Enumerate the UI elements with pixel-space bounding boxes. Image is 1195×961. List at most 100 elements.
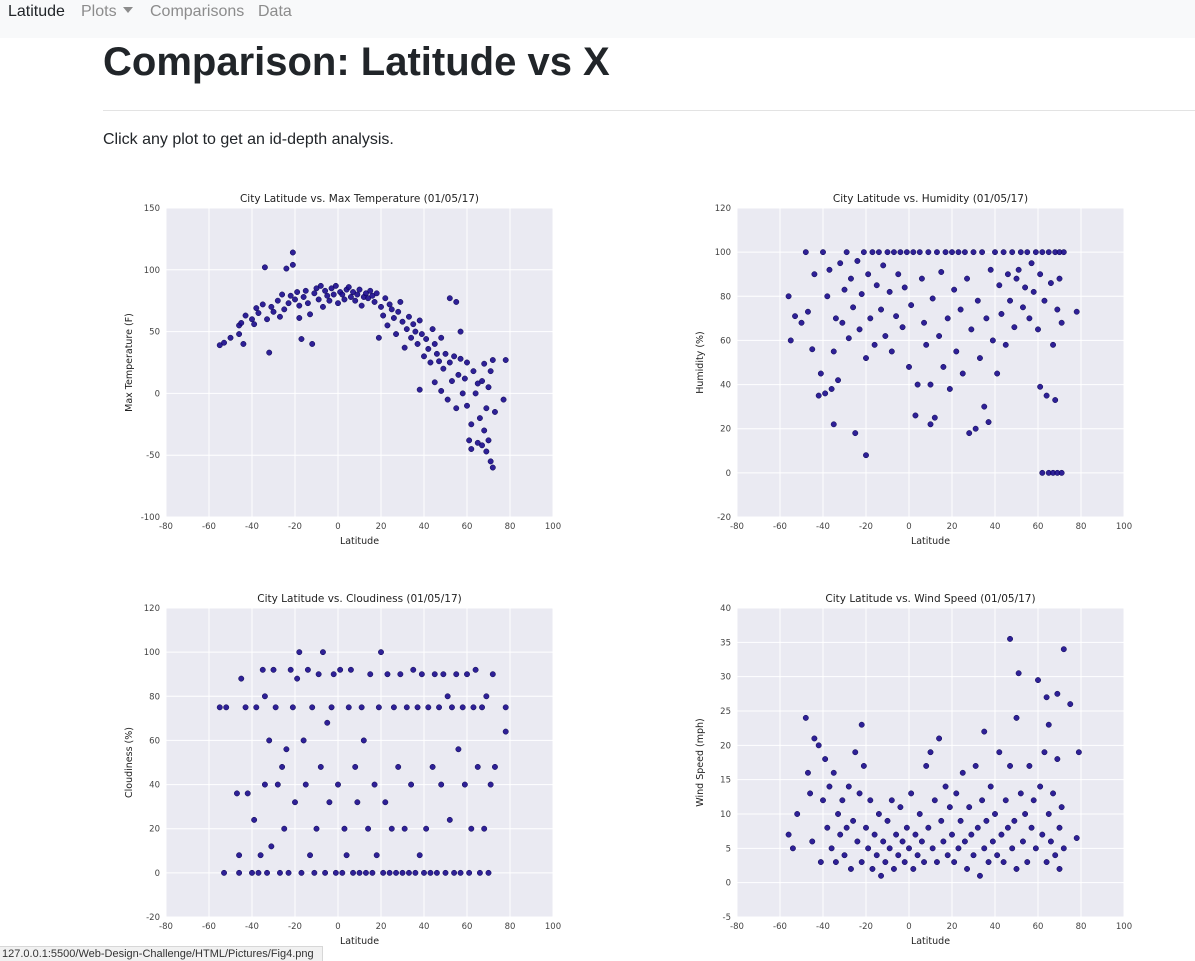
scatter-point — [300, 737, 307, 744]
y-tick-label: 20 — [720, 425, 731, 435]
scatter-point — [981, 403, 988, 410]
scatter-point — [807, 790, 814, 797]
scatter-point — [446, 359, 453, 366]
scatter-point — [906, 845, 912, 852]
scatter-point — [221, 339, 228, 346]
scatter-point — [281, 306, 288, 313]
scatter-point — [951, 286, 958, 293]
scatter-point — [927, 749, 934, 756]
scatter-point — [332, 282, 339, 289]
y-tick-label: 120 — [144, 604, 160, 614]
scatter-point — [863, 452, 869, 459]
scatter-point — [837, 260, 844, 267]
scatter-point — [802, 714, 809, 721]
scatter-point — [457, 355, 464, 362]
scatter-point — [1043, 859, 1050, 866]
scatter-point — [983, 315, 990, 322]
scatter-point — [470, 368, 477, 375]
x-tick-label: 40 — [419, 922, 430, 932]
plots-dropdown[interactable]: Plots — [81, 3, 133, 21]
scatter-point — [367, 671, 374, 678]
scatter-point — [869, 249, 876, 256]
scatter-point — [423, 336, 430, 342]
scatter-point — [817, 859, 824, 866]
scatter-point — [998, 831, 1005, 838]
scatter-point — [968, 831, 975, 838]
nav-data-link[interactable]: Data — [258, 3, 292, 20]
x-axis-label: Latitude — [340, 536, 379, 547]
scatter-point — [888, 797, 895, 804]
scatter-point — [433, 350, 440, 357]
scatter-point — [403, 326, 410, 333]
x-tick-label: 20 — [376, 922, 387, 932]
scatter-point — [895, 271, 902, 278]
scatter-point — [860, 249, 867, 256]
scatter-point — [1028, 260, 1035, 267]
scatter-point — [936, 735, 943, 742]
scatter-point — [852, 430, 859, 437]
scatter-point — [307, 852, 314, 859]
caret-down-icon — [122, 7, 133, 13]
scatter-point — [811, 271, 818, 278]
scatter-point — [805, 308, 811, 315]
scatter-point — [910, 865, 917, 872]
scatter-point — [403, 704, 410, 711]
scatter-point — [487, 458, 494, 465]
scatter-point — [289, 704, 296, 711]
scatter-point — [468, 825, 475, 832]
scatter-point — [856, 790, 863, 797]
scatter-point — [380, 869, 387, 876]
plot-wind-speed[interactable]: -80 -60 -40 -20 0 20 40 60 80 100 -5 0 5 10 15 20 25 30 35… — [683, 588, 1139, 954]
scatter-point — [406, 869, 412, 876]
scatter-point — [994, 370, 1001, 377]
scatter-point — [1022, 284, 1029, 291]
scatter-point — [259, 301, 266, 308]
scatter-point — [848, 865, 854, 872]
y-tick-label: 5 — [726, 844, 731, 854]
scatter-point — [274, 297, 281, 304]
x-tick-label: 0 — [335, 922, 340, 932]
scatter-point — [397, 298, 404, 305]
scatter-point — [1028, 824, 1035, 831]
navbar-brand[interactable]: Latitude — [8, 3, 65, 20]
scatter-point — [399, 318, 406, 325]
scatter-point — [375, 704, 382, 711]
scatter-point — [466, 869, 473, 876]
scatter-point — [238, 319, 245, 326]
scatter-point — [832, 859, 839, 866]
navbar: Latitude Plots Comparisons Data — [0, 0, 1195, 38]
scatter-point — [858, 721, 865, 728]
plot-humidity[interactable]: -80 -60 -40 -20 0 20 40 60 80 100 -20 0 20 40 60 80 100 1… — [683, 188, 1139, 554]
scatter-point — [972, 425, 979, 432]
x-tick-label: 80 — [1076, 922, 1087, 932]
x-tick-label: 40 — [990, 522, 1001, 532]
scatter-point — [261, 693, 268, 700]
scatter-point — [227, 334, 234, 341]
y-tick-label: 50 — [149, 328, 160, 338]
scatter-point — [1037, 271, 1044, 278]
scatter-point — [914, 381, 921, 388]
scatter-point — [830, 348, 837, 355]
scatter-point — [253, 305, 260, 312]
scatter-point — [839, 319, 846, 326]
scatter-point — [416, 386, 423, 393]
scatter-point — [412, 869, 419, 876]
scatter-point — [854, 838, 861, 845]
scatter-point — [1050, 790, 1056, 797]
plot-max-temperature[interactable]: -80 -60 -40 -20 0 20 40 60 80 100 -100 -50 0 50 100 150… — [112, 188, 568, 554]
scatter-point — [416, 317, 423, 324]
scatter-point — [925, 249, 932, 256]
scatter-point — [337, 666, 344, 673]
scatter-point — [261, 264, 268, 271]
scatter-point — [856, 326, 863, 333]
scatter-point — [390, 704, 397, 711]
scatter-point — [931, 797, 938, 804]
scatter-point — [1032, 249, 1039, 256]
scatter-point — [315, 671, 322, 678]
scatter-point — [401, 825, 408, 832]
nav-comparisons-link[interactable]: Comparisons — [150, 3, 245, 20]
scatter-point — [244, 790, 251, 797]
plot-cloudiness[interactable]: -80 -60 -40 -20 0 20 40 60 80 100 -20 0 20 40 60 80 100 1… — [112, 588, 568, 954]
scatter-point — [354, 799, 361, 806]
x-tick-label: -80 — [730, 922, 744, 932]
